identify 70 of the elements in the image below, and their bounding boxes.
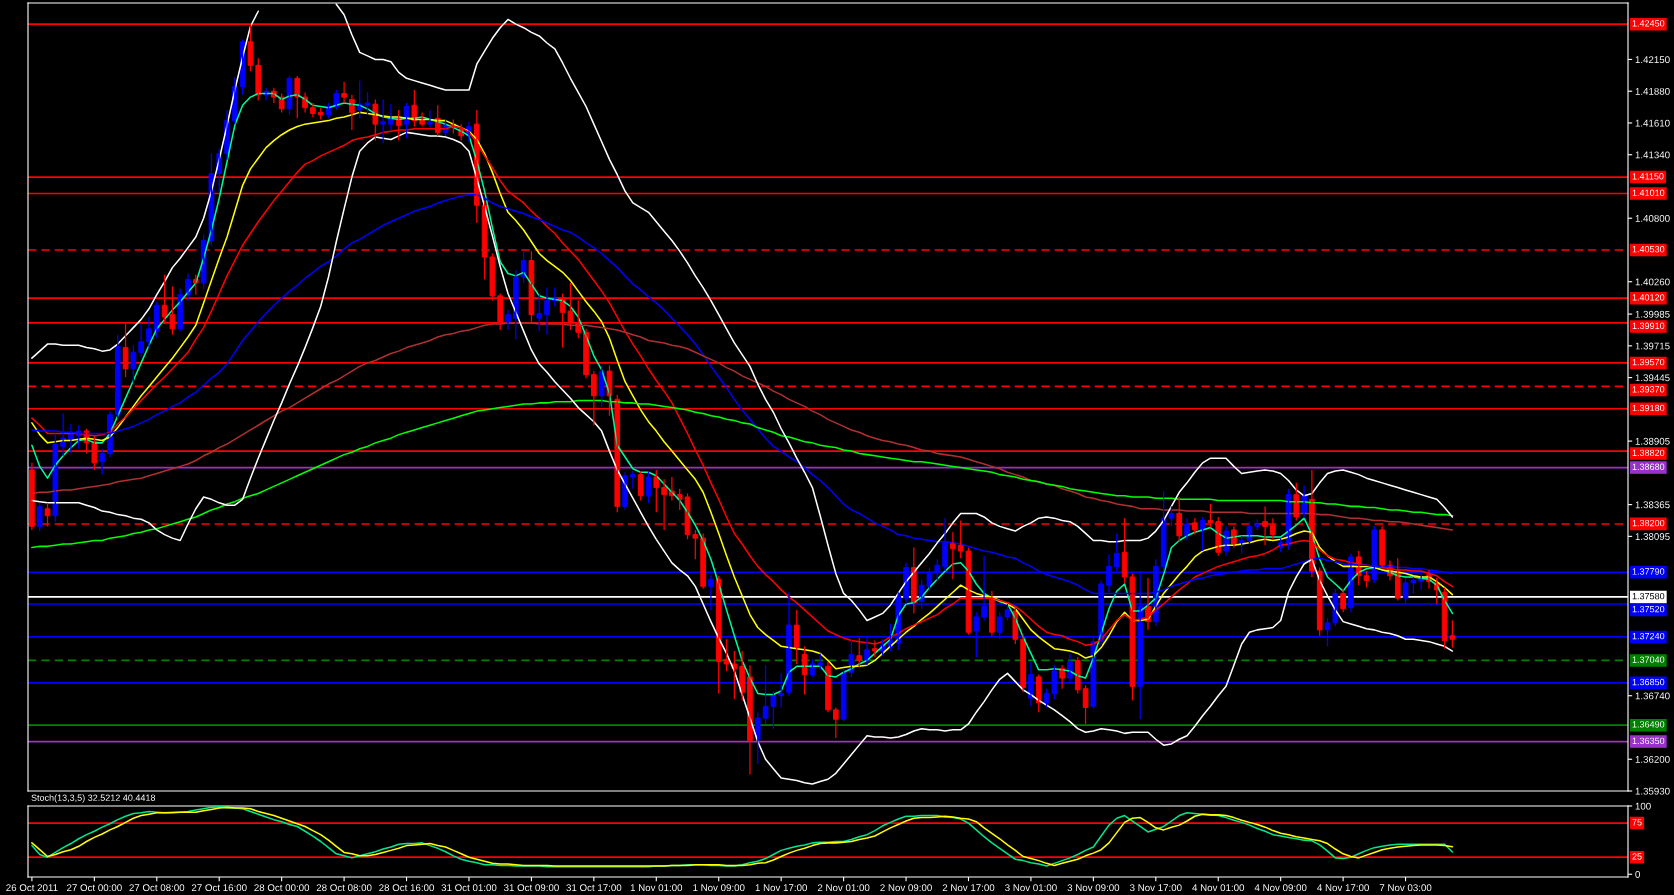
ref-line-label: 1.41010 <box>1632 189 1665 196</box>
candlestick <box>645 470 652 504</box>
x-tick-label: 4 Nov 01:00 <box>1192 884 1245 892</box>
y-tick-label: 1.40800 <box>1635 214 1670 222</box>
ref-line-label: 1.38820 <box>1632 449 1665 457</box>
x-tick-label: 2 Nov 01:00 <box>817 884 870 892</box>
x-tick-label: 27 Oct 08:00 <box>129 884 185 892</box>
chart-title: Stoch(13,3,5) 32.5212 40.4418 <box>31 794 156 803</box>
y-tick-label: 1.35930 <box>1635 787 1670 795</box>
ref-line-label: 1.42450 <box>1632 20 1665 27</box>
y-tick-label: 1.38095 <box>1635 533 1670 540</box>
y-tick-label: 1.38365 <box>1635 501 1670 509</box>
ref-line-label: 1.36490 <box>1632 721 1665 728</box>
ref-line-label: 1.36850 <box>1632 678 1665 686</box>
ref-line-label: 1.39570 <box>1632 358 1665 366</box>
ref-line-label: 1.38680 <box>1632 463 1665 470</box>
y-tick-label: 0 <box>1635 871 1640 878</box>
x-tick-label: 4 Nov 09:00 <box>1254 884 1307 892</box>
x-tick-label: 26 Oct 2011 <box>6 884 58 892</box>
y-tick-label: 1.40260 <box>1635 278 1670 286</box>
ref-line-label: 1.40120 <box>1632 294 1665 301</box>
y-tick-label: 1.36200 <box>1635 755 1670 763</box>
ref-line-label: 1.40530 <box>1632 246 1665 253</box>
candlestick <box>832 706 839 739</box>
candlestick <box>364 91 371 116</box>
x-tick-label: 4 Nov 17:00 <box>1317 884 1369 892</box>
y-tick-label: 1.39715 <box>1635 342 1670 350</box>
ref-line-label: 1.37040 <box>1632 656 1665 663</box>
ref-line-label: 1.38200 <box>1632 519 1665 527</box>
ref-line-label: 1.36350 <box>1632 737 1665 745</box>
x-tick-label: 27 Oct 00:00 <box>67 884 122 892</box>
y-tick-label: 1.39445 <box>1635 374 1670 382</box>
x-tick-label: 1 Nov 01:00 <box>630 884 683 892</box>
y-tick-label: 1.39985 <box>1635 310 1670 318</box>
x-tick-label: 2 Nov 09:00 <box>880 884 932 892</box>
x-tick-label: 31 Oct 09:00 <box>503 884 559 892</box>
x-tick-label: 2 Nov 17:00 <box>942 884 995 892</box>
x-tick-label: 27 Oct 16:00 <box>191 884 247 892</box>
ref-line-label: 1.39910 <box>1632 322 1665 330</box>
x-tick-label: 31 Oct 17:00 <box>566 884 622 892</box>
x-tick-label: 28 Oct 08:00 <box>316 884 372 892</box>
ref-line-label: 1.37240 <box>1632 632 1665 640</box>
candlestick <box>138 323 144 358</box>
x-tick-label: 7 Nov 03:00 <box>1379 884 1432 892</box>
ref-line-label: 1.39370 <box>1632 386 1665 393</box>
y-tick-label: 1.38905 <box>1635 437 1670 445</box>
x-tick-label: 3 Nov 01:00 <box>1005 884 1057 892</box>
ref-line-label: 1.37520 <box>1632 605 1665 613</box>
y-tick-label: 1.36740 <box>1635 692 1670 700</box>
y-tick-label: 1.42150 <box>1635 56 1670 64</box>
x-tick-label: 3 Nov 17:00 <box>1129 884 1182 892</box>
candlestick <box>536 294 543 332</box>
x-tick-label: 1 Nov 17:00 <box>755 884 808 892</box>
y-tick-label: 1.41610 <box>1635 119 1670 127</box>
x-tick-label: 1 Nov 09:00 <box>693 884 745 892</box>
ref-line-label: 1.39180 <box>1632 404 1665 412</box>
candlestick <box>1082 684 1089 725</box>
ref-line-label: 25 <box>1632 853 1642 860</box>
x-tick-label: 3 Nov 09:00 <box>1067 884 1120 892</box>
line-series <box>31 399 1454 549</box>
y-tick-label: 100 <box>1635 802 1651 810</box>
y-tick-label: 1.41880 <box>1635 87 1670 95</box>
x-tick-label: 31 Oct 01:00 <box>441 884 497 892</box>
ref-line-label: 1.37580 <box>1632 592 1665 600</box>
ref-line-label: 1.37790 <box>1632 568 1665 575</box>
x-tick-label: 28 Oct 00:00 <box>254 884 310 892</box>
ref-line-label: 75 <box>1632 819 1642 826</box>
x-tick-label: 28 Oct 16:00 <box>379 884 434 892</box>
y-tick-label: 1.41340 <box>1635 151 1670 159</box>
ref-line-label: 1.41150 <box>1632 173 1664 180</box>
